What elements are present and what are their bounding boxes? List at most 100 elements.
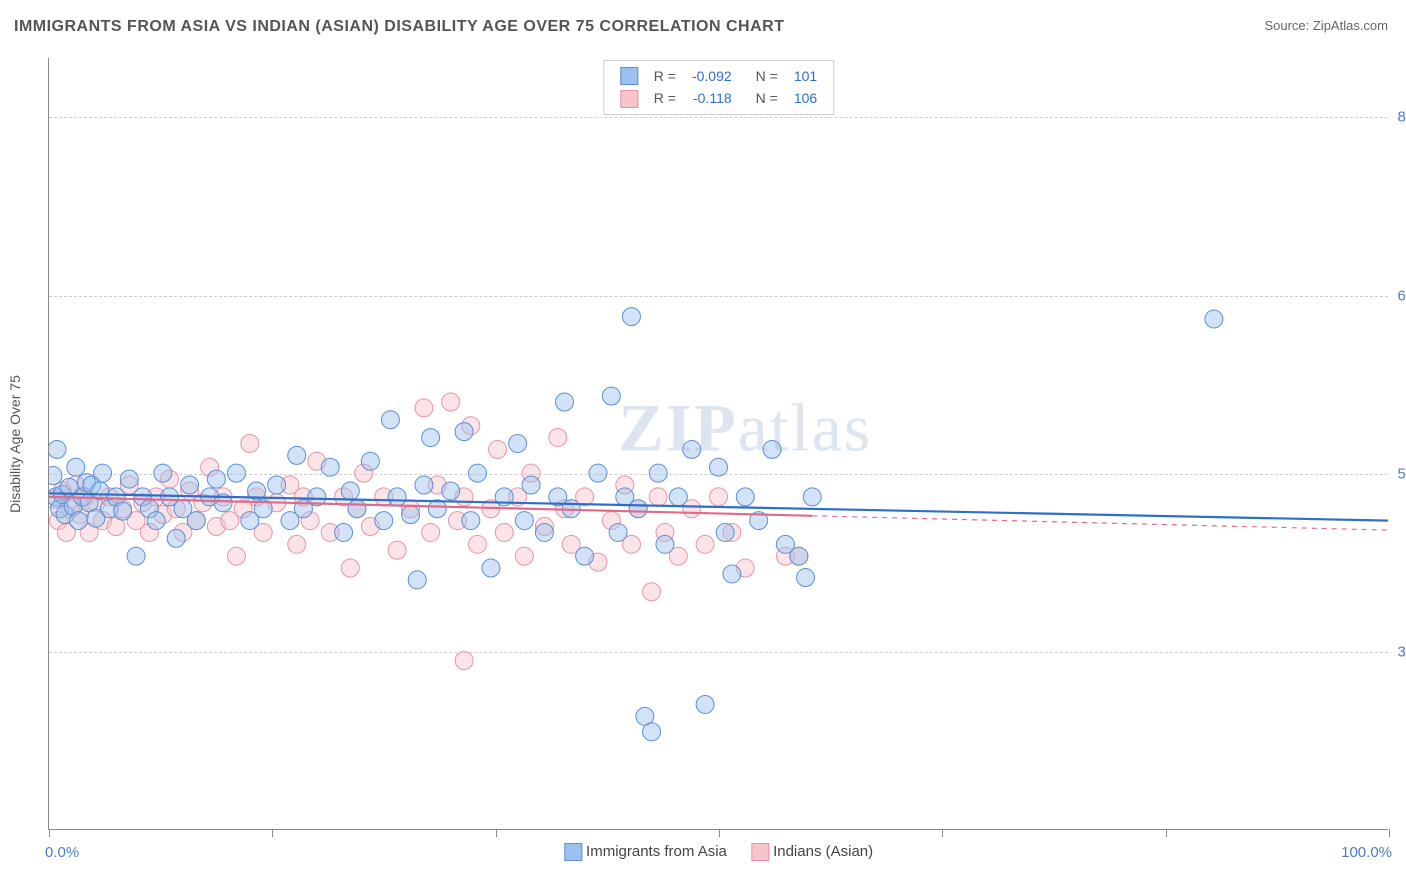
correlation-legend: R =-0.092N =101R =-0.118N =106 — [603, 60, 834, 115]
y-tick-label: 80.0% — [1397, 109, 1406, 126]
scatter-point-blue — [375, 512, 393, 530]
legend-n-label: N = — [740, 65, 786, 87]
scatter-point-blue — [361, 452, 379, 470]
scatter-point-pink — [468, 535, 486, 553]
scatter-point-blue — [154, 464, 172, 482]
scatter-point-blue — [790, 547, 808, 565]
scatter-point-blue — [763, 440, 781, 458]
scatter-point-blue — [622, 308, 640, 326]
x-tick — [49, 829, 50, 837]
scatter-point-pink — [227, 547, 245, 565]
scatter-point-blue — [67, 458, 85, 476]
scatter-point-blue — [114, 502, 132, 520]
legend-r-value-pink: -0.118 — [684, 87, 740, 109]
scatter-point-blue — [49, 440, 66, 458]
scatter-point-blue — [609, 523, 627, 541]
scatter-point-blue — [468, 464, 486, 482]
y-axis-title: Disability Age Over 75 — [7, 375, 23, 513]
source-prefix: Source: — [1264, 18, 1312, 33]
series-legend: Immigrants from Asia Indians (Asian) — [552, 843, 885, 861]
scatter-point-blue — [643, 723, 661, 741]
scatter-point-blue — [381, 411, 399, 429]
scatter-point-blue — [69, 512, 87, 530]
y-tick-label: 50.0% — [1397, 465, 1406, 482]
scatter-point-blue — [207, 470, 225, 488]
scatter-point-blue — [556, 393, 574, 411]
scatter-point-pink — [696, 535, 714, 553]
scatter-point-blue — [268, 476, 286, 494]
x-axis-min-label: 0.0% — [45, 844, 79, 861]
scatter-point-blue — [535, 523, 553, 541]
scatter-point-blue — [649, 464, 667, 482]
scatter-point-blue — [388, 488, 406, 506]
scatter-point-blue — [408, 571, 426, 589]
scatter-point-blue — [120, 470, 138, 488]
scatter-point-pink — [388, 541, 406, 559]
legend-row-pink: R =-0.118N =106 — [612, 87, 825, 109]
legend-r-label: R = — [646, 65, 684, 87]
chart-plot-area: Disability Age Over 75 35.0%50.0%65.0%80… — [48, 58, 1388, 830]
scatter-point-blue — [49, 467, 62, 485]
source-name: ZipAtlas.com — [1313, 18, 1388, 33]
legend-n-label: N = — [740, 87, 786, 109]
scatter-point-blue — [462, 512, 480, 530]
scatter-point-blue — [602, 387, 620, 405]
scatter-point-blue — [348, 500, 366, 518]
scatter-point-blue — [94, 464, 112, 482]
scatter-point-blue — [167, 529, 185, 547]
chart-title: IMMIGRANTS FROM ASIA VS INDIAN (ASIAN) D… — [14, 18, 784, 36]
scatter-point-blue — [576, 547, 594, 565]
scatter-point-blue — [710, 458, 728, 476]
scatter-point-blue — [321, 458, 339, 476]
scatter-point-blue — [696, 695, 714, 713]
x-tick — [272, 829, 273, 837]
legend-r-label: R = — [646, 87, 684, 109]
legend-row-blue: R =-0.092N =101 — [612, 65, 825, 87]
source-attribution: Source: ZipAtlas.com — [1264, 18, 1388, 33]
scatter-point-blue — [589, 464, 607, 482]
scatter-point-blue — [335, 523, 353, 541]
scatter-point-blue — [402, 506, 420, 524]
scatter-point-pink — [495, 523, 513, 541]
scatter-point-blue — [415, 476, 433, 494]
scatter-point-pink — [455, 652, 473, 670]
x-tick — [719, 829, 720, 837]
legend-swatch-pink — [620, 90, 638, 108]
legend-swatch — [751, 843, 769, 861]
legend-swatch — [564, 843, 582, 861]
legend-n-value-pink: 106 — [786, 87, 825, 109]
x-tick — [942, 829, 943, 837]
scatter-point-blue — [683, 440, 701, 458]
scatter-point-blue — [797, 569, 815, 587]
scatter-svg — [49, 58, 1388, 829]
scatter-point-pink — [288, 535, 306, 553]
legend-item: Immigrants from Asia — [564, 843, 727, 860]
y-tick-label: 35.0% — [1397, 643, 1406, 660]
scatter-point-blue — [341, 482, 359, 500]
scatter-point-blue — [669, 488, 687, 506]
scatter-point-blue — [442, 482, 460, 500]
scatter-point-blue — [187, 512, 205, 530]
scatter-point-blue — [422, 429, 440, 447]
scatter-point-blue — [723, 565, 741, 583]
scatter-point-pink — [442, 393, 460, 411]
legend-n-value-blue: 101 — [786, 65, 825, 87]
correlation-table: R =-0.092N =101R =-0.118N =106 — [612, 65, 825, 110]
scatter-point-pink — [415, 399, 433, 417]
scatter-point-blue — [629, 500, 647, 518]
scatter-point-blue — [127, 547, 145, 565]
scatter-point-pink — [710, 488, 728, 506]
scatter-point-pink — [489, 440, 507, 458]
scatter-point-pink — [549, 429, 567, 447]
scatter-point-blue — [147, 512, 165, 530]
scatter-point-pink — [241, 435, 259, 453]
legend-swatch-blue — [620, 67, 638, 85]
legend-label: Indians (Asian) — [773, 843, 873, 860]
x-tick — [1166, 829, 1167, 837]
scatter-point-blue — [803, 488, 821, 506]
scatter-point-blue — [509, 435, 527, 453]
legend-label: Immigrants from Asia — [586, 843, 727, 860]
scatter-point-pink — [341, 559, 359, 577]
x-tick — [496, 829, 497, 837]
scatter-point-blue — [455, 423, 473, 441]
